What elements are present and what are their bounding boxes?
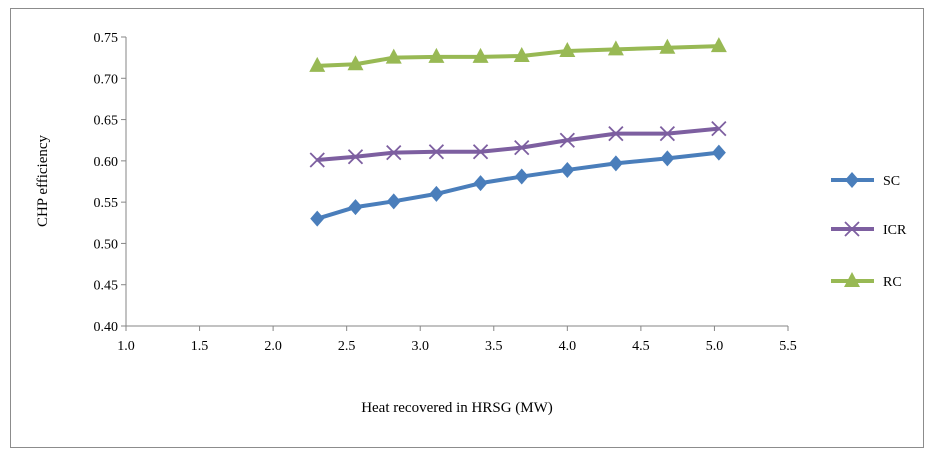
y-tick-label: 0.65 [94, 114, 119, 129]
data-point-icr [386, 144, 402, 161]
x-tick-label: 3.5 [485, 339, 503, 354]
data-point-sc [348, 199, 363, 216]
legend-marker-rc [844, 272, 860, 287]
y-tick-label: 0.75 [94, 31, 119, 46]
data-point-rc [428, 47, 445, 63]
y-axis-label: CHP efficiency [35, 134, 51, 227]
data-point-sc [386, 193, 401, 210]
x-tick-label: 3.0 [411, 339, 429, 354]
data-point-icr [711, 121, 727, 137]
series-line-icr [317, 126, 720, 163]
data-point-sc [560, 161, 575, 178]
legend-label-rc: RC [883, 275, 902, 290]
y-tick-label: 0.60 [94, 155, 119, 170]
data-point-sc [711, 144, 726, 161]
axes: 0.40 0.45 0.50 0.55 0.60 0.65 0.70 0.75 1.0 1.5 2.… [94, 31, 797, 354]
legend-item-sc: SC [831, 172, 900, 189]
y-tick-label: 0.50 [94, 237, 119, 252]
data-point-icr [559, 132, 575, 148]
y-tick-label: 0.40 [94, 320, 119, 335]
legend-item-rc: RC [831, 272, 902, 290]
legend: SC ICR RC [831, 172, 907, 290]
series-icr [309, 121, 727, 168]
series-line-rc [317, 44, 719, 68]
series-line-sc [316, 150, 720, 221]
data-point-rc [659, 38, 676, 54]
y-tick-label: 0.70 [94, 72, 119, 87]
data-point-sc [608, 155, 623, 172]
data-point-sc [429, 185, 444, 202]
legend-label-sc: SC [883, 174, 900, 189]
data-point-rc [472, 47, 489, 63]
data-point-rc [710, 37, 727, 53]
data-point-sc [473, 175, 488, 192]
x-tick-label: 1.5 [191, 339, 209, 354]
x-tick-label: 4.5 [632, 339, 650, 354]
y-tick-label: 0.45 [94, 279, 119, 294]
x-tick-label: 1.0 [117, 339, 135, 354]
x-tick-label: 2.0 [264, 339, 282, 354]
series-group [309, 37, 727, 227]
x-tick-label: 4.0 [559, 339, 577, 354]
data-point-rc [347, 55, 364, 71]
x-tick-label: 5.0 [706, 339, 724, 354]
data-point-icr [472, 144, 489, 160]
y-tick-label: 0.55 [94, 196, 119, 211]
data-point-icr [659, 125, 676, 142]
data-point-rc [385, 48, 402, 64]
data-point-rc [513, 46, 530, 62]
data-point-icr [309, 152, 325, 168]
data-point-sc [660, 150, 675, 167]
legend-item-icr: ICR [831, 221, 907, 238]
x-tick-label: 2.5 [338, 339, 356, 354]
data-point-icr [428, 144, 445, 160]
legend-marker-icr [844, 221, 860, 237]
x-tick-label: 5.5 [779, 339, 797, 354]
x-axis-label: Heat recovered in HRSG (MW) [361, 400, 553, 416]
data-point-sc [310, 210, 325, 227]
series-sc [310, 144, 726, 227]
series-rc [309, 37, 727, 72]
chart-frame [10, 8, 924, 448]
data-point-icr [514, 140, 530, 156]
legend-label-icr: ICR [883, 223, 907, 238]
data-point-rc [309, 56, 326, 72]
data-point-icr [608, 125, 624, 142]
data-point-rc [559, 42, 576, 58]
data-point-sc [514, 168, 529, 185]
data-point-icr [347, 149, 364, 165]
data-point-rc [607, 40, 624, 56]
legend-marker-sc [845, 172, 859, 188]
